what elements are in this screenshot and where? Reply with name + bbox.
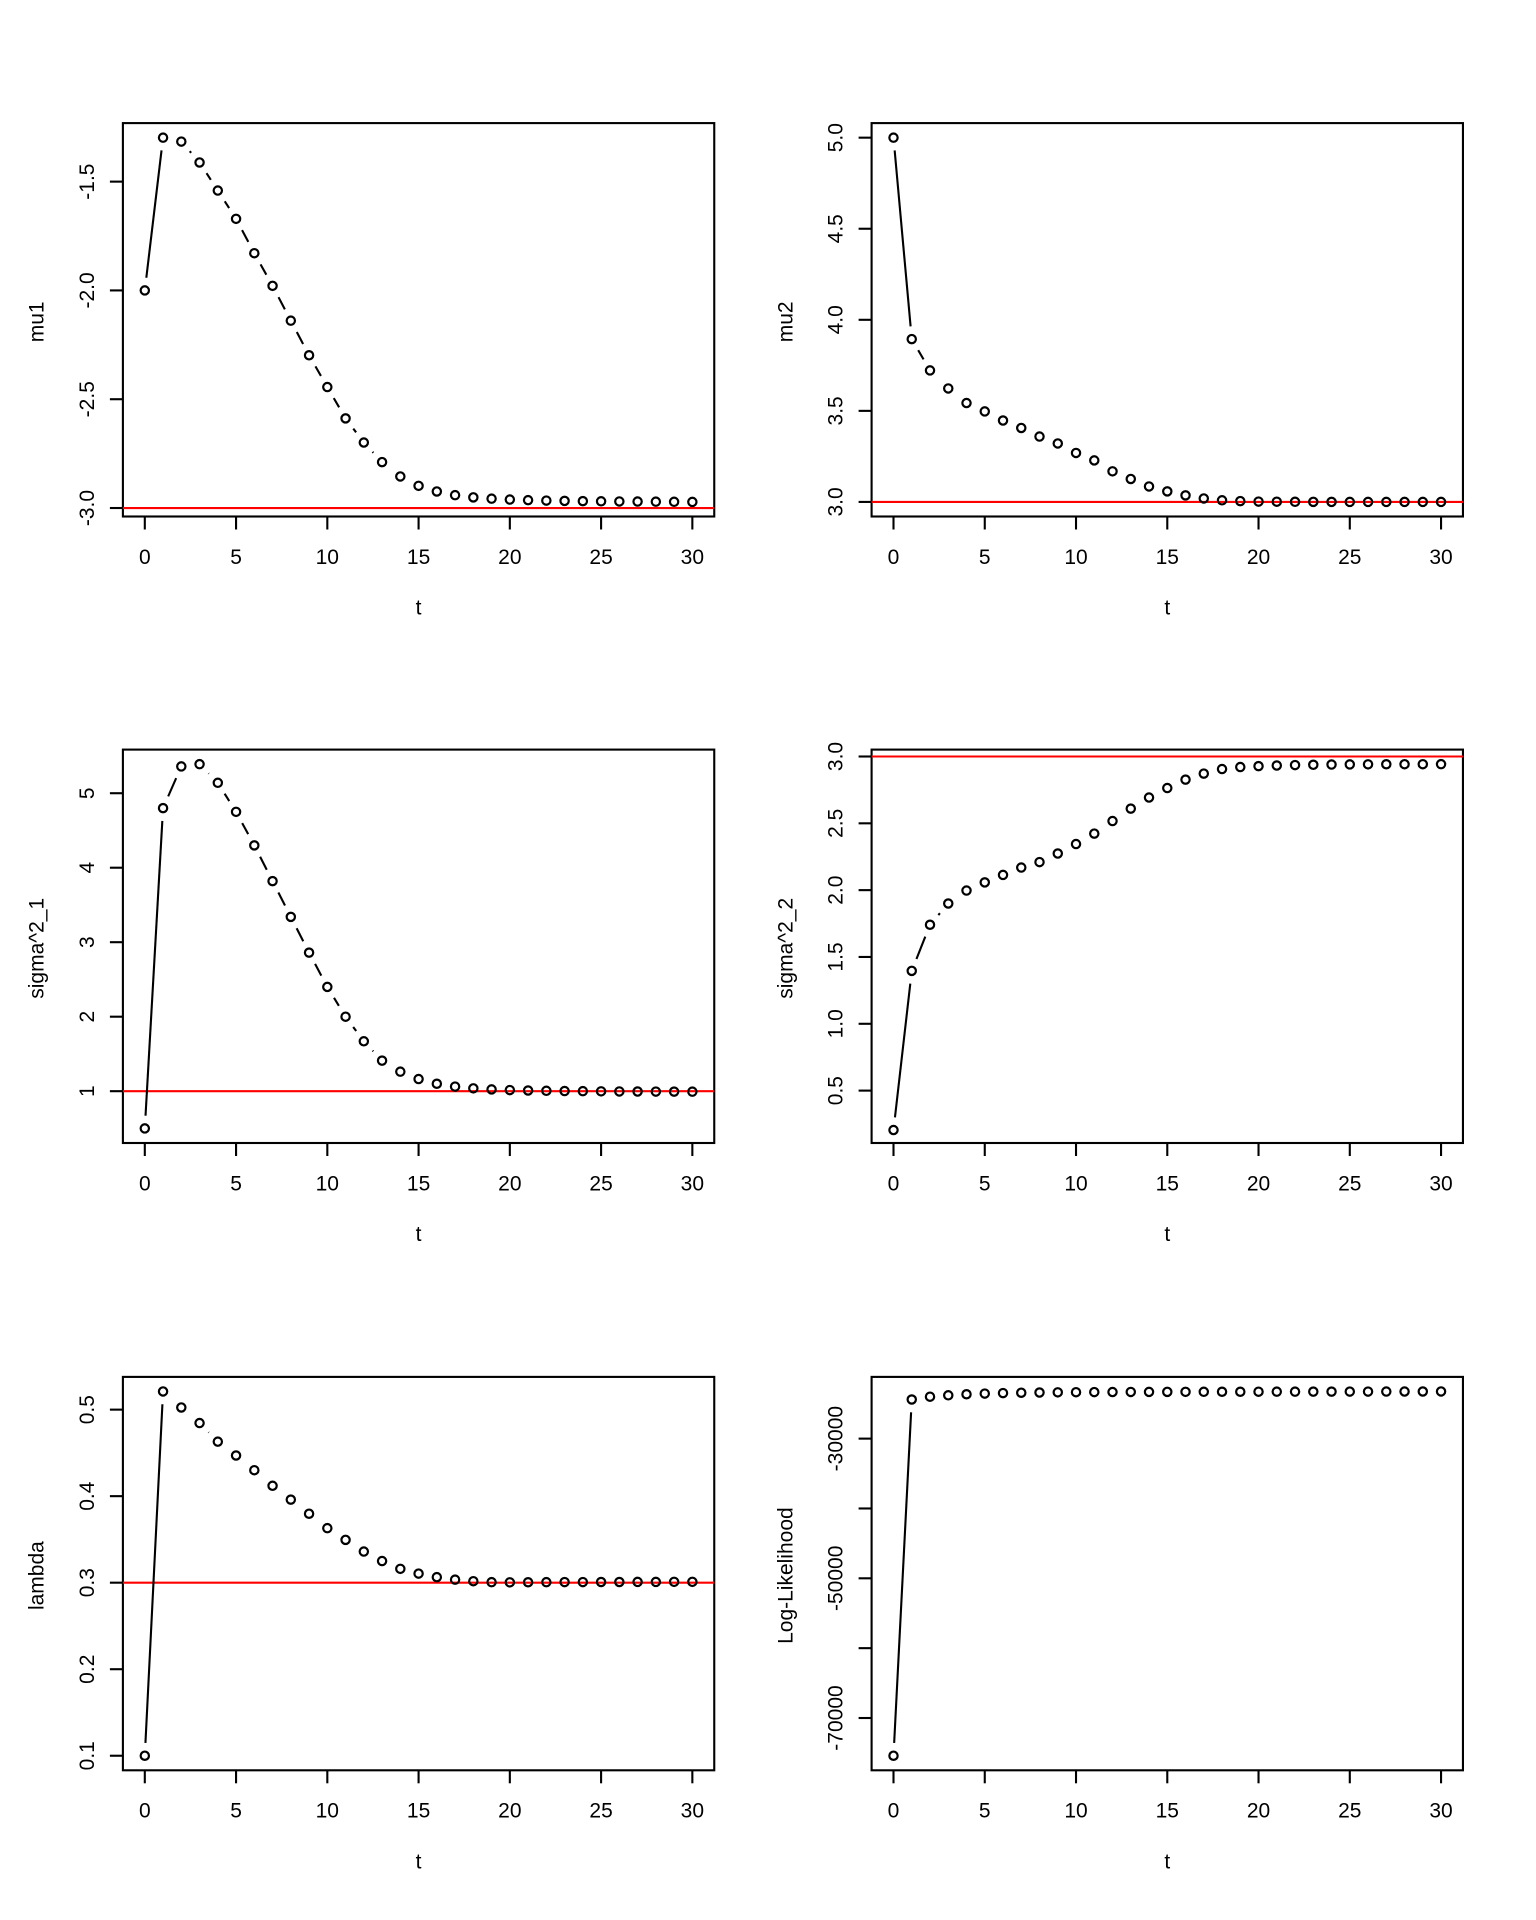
svg-text:0: 0 (139, 1172, 151, 1195)
svg-text:1.0: 1.0 (825, 1009, 848, 1038)
svg-text:5: 5 (230, 546, 242, 569)
svg-text:-30000: -30000 (825, 1406, 848, 1471)
svg-text:5: 5 (979, 1172, 991, 1195)
svg-text:30: 30 (1429, 1800, 1452, 1823)
svg-text:sigma^2_1: sigma^2_1 (26, 898, 49, 999)
svg-text:-50000: -50000 (825, 1546, 848, 1611)
svg-text:15: 15 (1156, 1800, 1179, 1823)
svg-text:mu2: mu2 (774, 301, 797, 342)
svg-text:25: 25 (1338, 1800, 1361, 1823)
svg-text:30: 30 (681, 546, 704, 569)
svg-text:10: 10 (316, 1172, 339, 1195)
svg-text:t: t (1164, 1223, 1170, 1246)
svg-text:-2.0: -2.0 (76, 272, 99, 308)
svg-text:15: 15 (1156, 546, 1179, 569)
svg-text:2.0: 2.0 (825, 876, 848, 905)
svg-text:10: 10 (1064, 546, 1087, 569)
svg-text:5: 5 (230, 1800, 242, 1823)
svg-text:0: 0 (139, 1800, 151, 1823)
svg-text:5: 5 (979, 1800, 991, 1823)
svg-text:-1.5: -1.5 (76, 164, 99, 200)
svg-text:3.0: 3.0 (825, 742, 848, 771)
svg-text:10: 10 (316, 1800, 339, 1823)
svg-text:4.5: 4.5 (825, 214, 848, 243)
svg-text:-3.0: -3.0 (76, 490, 99, 526)
svg-text:15: 15 (407, 1172, 430, 1195)
svg-text:20: 20 (1247, 546, 1270, 569)
svg-text:0.1: 0.1 (76, 1741, 99, 1770)
svg-text:0: 0 (888, 1172, 900, 1195)
svg-text:0.2: 0.2 (76, 1655, 99, 1684)
svg-text:20: 20 (1247, 1172, 1270, 1195)
svg-text:25: 25 (589, 1800, 612, 1823)
svg-text:mu1: mu1 (26, 301, 49, 342)
svg-text:10: 10 (1064, 1172, 1087, 1195)
svg-text:25: 25 (589, 1172, 612, 1195)
svg-text:20: 20 (498, 1172, 521, 1195)
svg-text:sigma^2_2: sigma^2_2 (774, 898, 797, 999)
svg-text:25: 25 (589, 546, 612, 569)
svg-text:30: 30 (681, 1172, 704, 1195)
svg-text:10: 10 (1064, 1800, 1087, 1823)
svg-text:1.5: 1.5 (825, 942, 848, 971)
svg-text:5.0: 5.0 (825, 123, 848, 152)
svg-text:-70000: -70000 (825, 1685, 848, 1750)
svg-text:0: 0 (888, 1800, 900, 1823)
svg-text:30: 30 (1429, 546, 1452, 569)
svg-text:0.5: 0.5 (825, 1076, 848, 1105)
svg-text:Log-Likelihood: Log-Likelihood (774, 1507, 797, 1644)
svg-text:5: 5 (979, 546, 991, 569)
svg-text:2.5: 2.5 (825, 809, 848, 838)
svg-text:10: 10 (316, 546, 339, 569)
svg-text:4.0: 4.0 (825, 305, 848, 334)
svg-text:4: 4 (76, 862, 99, 874)
svg-text:lambda: lambda (26, 1541, 49, 1610)
svg-text:20: 20 (1247, 1800, 1270, 1823)
svg-text:3: 3 (76, 936, 99, 948)
svg-text:5: 5 (230, 1172, 242, 1195)
svg-text:15: 15 (407, 546, 430, 569)
svg-text:0: 0 (139, 546, 151, 569)
svg-text:t: t (1164, 1850, 1170, 1873)
svg-text:25: 25 (1338, 1172, 1361, 1195)
svg-text:25: 25 (1338, 546, 1361, 569)
svg-text:30: 30 (681, 1800, 704, 1823)
svg-text:t: t (416, 1223, 422, 1246)
svg-text:30: 30 (1429, 1172, 1452, 1195)
svg-text:2: 2 (76, 1011, 99, 1023)
svg-text:0.4: 0.4 (76, 1481, 99, 1511)
svg-text:20: 20 (498, 1800, 521, 1823)
svg-text:20: 20 (498, 546, 521, 569)
svg-text:t: t (416, 597, 422, 620)
svg-text:3.5: 3.5 (825, 396, 848, 425)
svg-text:0.3: 0.3 (76, 1568, 99, 1597)
svg-text:1: 1 (76, 1085, 99, 1097)
svg-text:15: 15 (407, 1800, 430, 1823)
svg-text:0: 0 (888, 546, 900, 569)
svg-text:3.0: 3.0 (825, 487, 848, 516)
svg-text:0.5: 0.5 (76, 1395, 99, 1424)
svg-text:t: t (416, 1850, 422, 1873)
svg-text:-2.5: -2.5 (76, 381, 99, 417)
svg-text:5: 5 (76, 787, 99, 799)
svg-text:15: 15 (1156, 1172, 1179, 1195)
svg-text:t: t (1164, 597, 1170, 620)
